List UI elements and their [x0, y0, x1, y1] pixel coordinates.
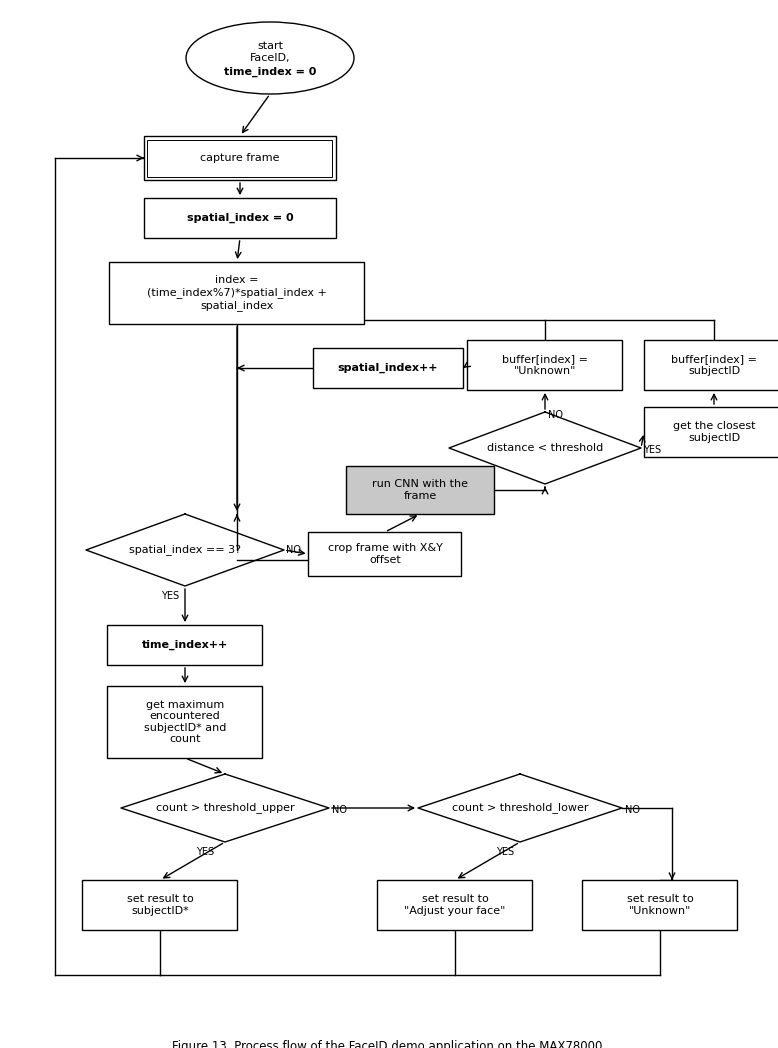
FancyBboxPatch shape: [144, 136, 336, 180]
Text: index =
(time_index%7)*spatial_index +
spatial_index: index = (time_index%7)*spatial_index + s…: [147, 276, 327, 310]
FancyBboxPatch shape: [346, 466, 494, 514]
Text: crop frame with X&Y
offset: crop frame with X&Y offset: [328, 543, 443, 565]
Polygon shape: [449, 412, 641, 484]
FancyBboxPatch shape: [107, 625, 262, 665]
FancyBboxPatch shape: [82, 880, 237, 930]
Text: Figure 13. Process flow of the FaceID demo application on the MAX78000.: Figure 13. Process flow of the FaceID de…: [172, 1040, 606, 1048]
Text: get the closest
subjectID: get the closest subjectID: [673, 421, 755, 443]
Text: set result to
"Adjust your face": set result to "Adjust your face": [405, 894, 506, 916]
FancyBboxPatch shape: [110, 262, 365, 324]
FancyBboxPatch shape: [107, 686, 262, 758]
Text: set result to
"Unknown": set result to "Unknown": [626, 894, 693, 916]
Text: capture frame: capture frame: [200, 153, 280, 163]
FancyBboxPatch shape: [144, 198, 336, 238]
Text: YES: YES: [161, 591, 179, 601]
Text: NO: NO: [286, 545, 301, 555]
Text: spatial_index == 3?: spatial_index == 3?: [129, 545, 241, 555]
Text: time_index++: time_index++: [142, 640, 228, 650]
Text: YES: YES: [496, 847, 514, 857]
FancyBboxPatch shape: [377, 880, 532, 930]
Text: buffer[index] =
"Unknown": buffer[index] = "Unknown": [502, 354, 588, 376]
Polygon shape: [121, 774, 329, 842]
Text: YES: YES: [643, 445, 661, 455]
FancyBboxPatch shape: [468, 340, 622, 390]
Text: spatial_index++: spatial_index++: [338, 363, 438, 373]
Text: FaceID,: FaceID,: [250, 53, 290, 63]
FancyBboxPatch shape: [309, 532, 461, 576]
Text: YES: YES: [196, 847, 214, 857]
Polygon shape: [418, 774, 622, 842]
Text: distance < threshold: distance < threshold: [487, 443, 603, 453]
FancyBboxPatch shape: [644, 340, 778, 390]
Text: get maximum
encountered
subjectID* and
count: get maximum encountered subjectID* and c…: [144, 700, 226, 744]
FancyBboxPatch shape: [583, 880, 738, 930]
Text: NO: NO: [625, 805, 640, 815]
Text: spatial_index = 0: spatial_index = 0: [187, 213, 293, 223]
Text: count > threshold_upper: count > threshold_upper: [156, 803, 294, 813]
Text: count > threshold_lower: count > threshold_lower: [452, 803, 588, 813]
Text: time_index = 0: time_index = 0: [224, 67, 316, 78]
Text: NO: NO: [332, 805, 347, 815]
Text: buffer[index] =
subjectID: buffer[index] = subjectID: [671, 354, 757, 376]
FancyBboxPatch shape: [313, 348, 463, 388]
Text: run CNN with the
frame: run CNN with the frame: [372, 479, 468, 501]
Text: set result to
subjectID*: set result to subjectID*: [127, 894, 194, 916]
FancyBboxPatch shape: [644, 407, 778, 457]
Text: start: start: [257, 41, 283, 51]
Polygon shape: [86, 514, 284, 586]
Ellipse shape: [186, 22, 354, 94]
Text: NO: NO: [548, 410, 563, 420]
